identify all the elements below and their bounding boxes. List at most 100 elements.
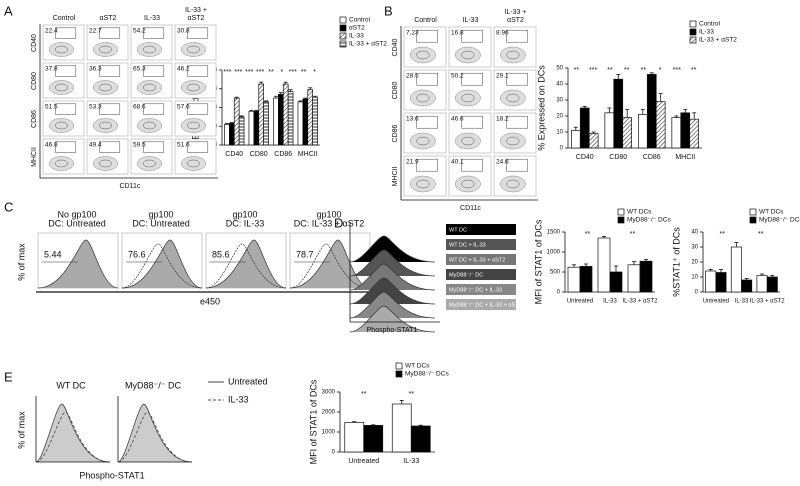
error-bar: [649, 72, 654, 75]
decoration: [48, 42, 75, 57]
error-bar: [229, 122, 234, 124]
gate-value: 13.6: [406, 116, 419, 123]
decoration: [187, 65, 209, 77]
legend-label: WT DC + IL-33: [449, 242, 486, 248]
bar: [391, 403, 412, 453]
significance: *: [281, 69, 284, 76]
decoration: [99, 103, 121, 115]
gate-value: 46.8: [45, 142, 58, 149]
decoration: [55, 27, 77, 39]
decoration: [416, 158, 438, 172]
decoration: [143, 27, 165, 39]
error-bar: [692, 112, 697, 120]
column-label: IL-33 +: [505, 9, 527, 16]
legend-label: IL-33 + αST2: [349, 41, 387, 48]
y-tick-label: 1000: [322, 430, 336, 436]
decoration: [99, 83, 112, 92]
decoration: [506, 72, 528, 86]
decoration: [455, 46, 481, 64]
y-tick-label: 30: [556, 98, 563, 104]
y-axis-label: MFI of STAT1 of DCs: [533, 219, 543, 304]
decoration: [187, 121, 200, 130]
decoration: [506, 158, 528, 172]
x-tick-label: CD86: [274, 151, 292, 158]
gate-value: 46.2: [177, 66, 190, 73]
decoration: [500, 175, 526, 193]
bar: [588, 133, 599, 149]
gate-value: 51.5: [45, 104, 58, 111]
error-bar: [718, 269, 723, 273]
bar: [282, 83, 289, 146]
x-axis-label: e450: [200, 296, 220, 306]
gate-value: 40.1: [451, 159, 464, 166]
y-tick-label: 3000: [322, 390, 336, 396]
histogram-title: gp100: [232, 209, 257, 219]
error-bar: [644, 259, 648, 262]
decoration: [349, 249, 436, 277]
significance: **: [641, 67, 647, 74]
decoration: [349, 291, 436, 319]
decoration: [180, 156, 206, 171]
legend-swatch: [689, 36, 697, 44]
legend-label: WT DC + IL-33 + αST2: [449, 257, 505, 263]
bar: [741, 279, 753, 293]
bar: [263, 101, 269, 146]
error-bar: [625, 109, 630, 118]
gate-value: 51.6: [177, 142, 190, 149]
x-tick-label: CD80: [250, 151, 268, 158]
decoration: [410, 46, 436, 64]
y-tick-label: 40: [691, 230, 698, 236]
bar: [689, 118, 700, 149]
error-bar: [572, 264, 576, 268]
gate-value: 22.4: [45, 28, 58, 35]
column-label: Control: [53, 15, 76, 22]
decoration: [117, 411, 193, 463]
decoration: [506, 29, 528, 43]
decoration: [461, 115, 483, 129]
row-label: CD80: [31, 72, 38, 90]
significance: ***: [223, 69, 231, 76]
error-bar: [234, 96, 239, 99]
x-tick-label: CD40: [576, 154, 594, 161]
decoration: [35, 403, 111, 463]
error-bar: [399, 399, 404, 404]
column-label: Control: [414, 17, 437, 24]
histogram-title: WT DC: [56, 380, 86, 390]
significance: **: [409, 391, 415, 398]
legend-label: MyD88⁻/⁻ DC + IL-33: [449, 287, 502, 293]
bar: [597, 237, 611, 293]
y-axis-label: %STAT1⁺ of DCs: [671, 227, 681, 297]
bar: [655, 101, 666, 149]
bar: [233, 97, 240, 146]
y-tick-label: 0: [557, 290, 561, 296]
legend-swatch: [446, 254, 516, 265]
error-bar: [744, 278, 749, 280]
decoration: [55, 141, 77, 153]
y-tick-label: 30: [691, 245, 698, 251]
error-bar: [313, 95, 318, 98]
legend-swatch: [617, 208, 625, 216]
x-axis-label: Phospho-STAT1: [367, 327, 418, 334]
error-bar: [674, 115, 679, 118]
decoration: [506, 136, 520, 146]
decoration: [416, 115, 438, 129]
bar: [646, 74, 657, 149]
x-axis-label: CD11c: [120, 183, 141, 190]
bar: [302, 98, 309, 146]
gate-value: 50.2: [451, 73, 464, 80]
significance: ***: [256, 69, 264, 76]
significance: **: [607, 67, 613, 74]
decoration: [500, 89, 526, 107]
histogram-title: DC: IL-33 + αST2: [294, 218, 364, 228]
row-label: MHCII: [31, 147, 38, 167]
legend-swatch: [446, 269, 516, 280]
gate-value: 22.7: [89, 28, 102, 35]
gate-value: 21.9: [406, 159, 419, 166]
histogram-title: gp100: [148, 209, 173, 219]
error-bar: [298, 100, 303, 102]
legend-label: IL-33: [699, 29, 714, 36]
bar: [756, 275, 768, 293]
x-tick-label: CD80: [609, 154, 627, 161]
column-label: αST2: [100, 15, 117, 22]
